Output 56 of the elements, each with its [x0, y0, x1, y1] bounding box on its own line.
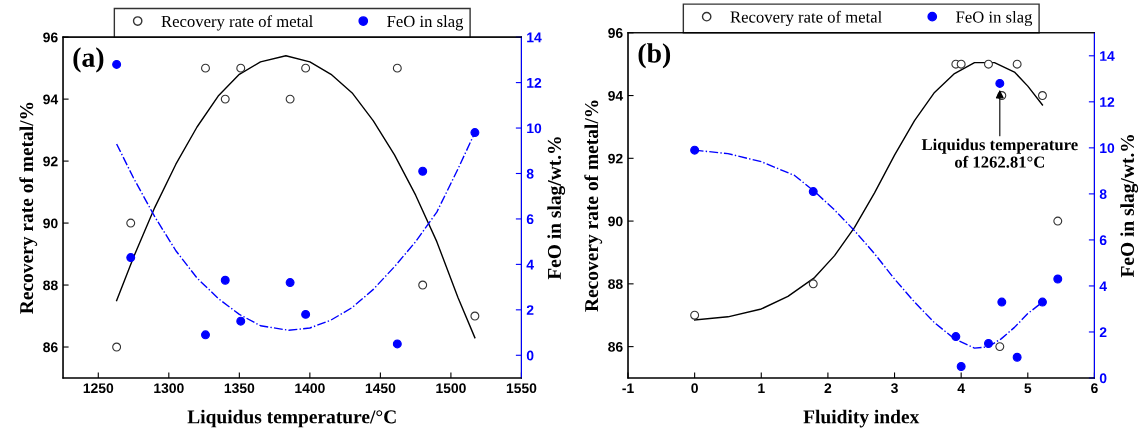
y2-tick-label: 4: [1099, 281, 1107, 291]
y2-tick-label: 0: [526, 350, 534, 361]
y2-tick-label: 12: [1100, 97, 1115, 107]
y-tick-label: 92: [608, 153, 623, 164]
y-tick-label: 96: [608, 28, 623, 38]
y-tick-label: 88: [43, 280, 58, 291]
x-tick-label: 1550: [506, 383, 537, 394]
y2-tick-label: 2: [1099, 327, 1107, 338]
y2-tick-label: 0: [1099, 373, 1107, 384]
y-axis-title: Recovery rate of metal/%: [584, 100, 603, 312]
y2-tick-label: 6: [1099, 235, 1107, 246]
y2-tick-label: 14: [1100, 51, 1115, 61]
y-tick-label: 86: [608, 341, 623, 352]
y2-tick-label: 4: [526, 259, 534, 270]
x-tick-label: 1300: [154, 383, 184, 394]
x-axis-title: Fluidity index: [803, 409, 920, 428]
x-tick-label: 1350: [224, 383, 255, 394]
y-tick-label: 86: [43, 342, 58, 353]
y2-tick-label: 12: [527, 77, 542, 88]
y2-tick-label: 8: [1099, 189, 1107, 200]
x-tick-label: 1: [758, 383, 765, 393]
x-tick-label: 6: [1091, 383, 1098, 394]
y2-tick-label: 8: [526, 168, 534, 179]
y2-tick-label: 10: [1100, 143, 1115, 154]
legend-label: Recovery rate of metal: [730, 10, 882, 27]
y2-tick-label: 10: [527, 123, 542, 134]
x-tick-label: 1450: [365, 383, 396, 394]
x-tick-label: 3: [890, 383, 898, 394]
legend-label: FeO in slag: [387, 15, 464, 31]
y-tick-label: 96: [43, 32, 58, 43]
y-tick-label: 90: [43, 218, 58, 229]
y-tick-label: 88: [608, 279, 623, 290]
x-tick-label: 1500: [436, 383, 466, 394]
x-tick-label: 2: [824, 383, 832, 393]
x-tick-label: 4: [957, 383, 965, 393]
x-tick-label: -1: [622, 383, 634, 393]
y-tick-label: 94: [608, 90, 624, 101]
legend-label: Recovery rate of metal: [161, 15, 313, 31]
annotation: (a): [73, 47, 104, 73]
annotation: (b): [638, 43, 671, 69]
legend-label: FeO in slag: [956, 10, 1033, 27]
y2-tick-label: 6: [526, 214, 534, 225]
y-tick-label: 90: [608, 216, 623, 227]
x-tick-label: 0: [691, 383, 698, 394]
y2-tick-label: 14: [527, 32, 542, 43]
y-tick-label: 92: [43, 156, 58, 167]
y-tick-label: 94: [43, 94, 59, 105]
x-tick-label: 1250: [83, 383, 114, 394]
x-tick-label: 1400: [295, 383, 325, 394]
annotation: Liquidus temperature of 1262.81°C: [921, 138, 1078, 168]
x-axis-title: Liquidus temperature/°C: [187, 409, 396, 428]
y2-tick-label: 2: [526, 305, 534, 315]
y-axis-title: Recovery rate of metal/%: [19, 102, 38, 314]
y2-axis-title: FeO in slag/wt.%: [1120, 135, 1139, 278]
y2-axis-title: FeO in slag/wt.%: [547, 137, 566, 280]
x-tick-label: 5: [1024, 383, 1032, 394]
